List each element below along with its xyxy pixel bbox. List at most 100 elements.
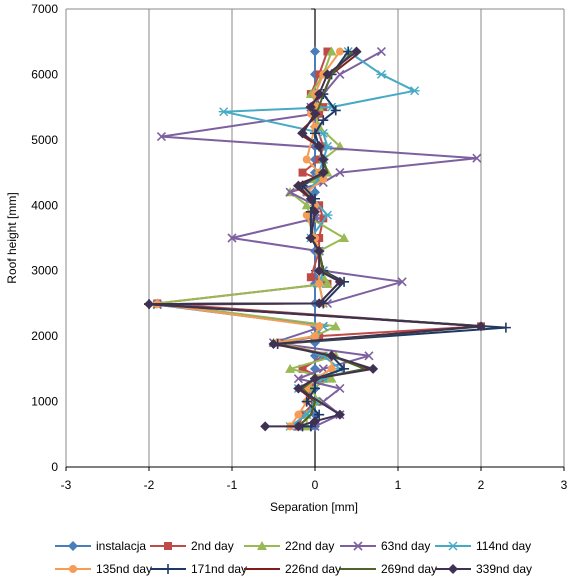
series-9 bbox=[144, 46, 486, 432]
legend-label: 226nd day bbox=[285, 562, 341, 576]
legend-label: instalacja bbox=[96, 539, 146, 553]
data-point bbox=[314, 265, 325, 276]
legend-label: 114nd day bbox=[476, 539, 531, 553]
legend-item: 171nd day bbox=[150, 562, 247, 576]
y-tick-label: 4000 bbox=[31, 198, 58, 212]
y-tick-label: 5000 bbox=[31, 133, 58, 147]
data-point bbox=[315, 70, 324, 79]
data-point bbox=[305, 233, 316, 243]
data-point bbox=[476, 321, 486, 332]
legend-item: 63nd day bbox=[340, 539, 430, 553]
data-point bbox=[322, 278, 333, 288]
series-4 bbox=[148, 47, 420, 431]
series-6 bbox=[144, 46, 511, 432]
legend-label: 171nd day bbox=[191, 562, 247, 576]
data-point bbox=[268, 338, 279, 349]
data-point bbox=[257, 541, 267, 550]
data-point bbox=[330, 321, 341, 331]
data-point bbox=[318, 397, 328, 407]
data-point bbox=[323, 47, 332, 56]
legend-label: 2nd day bbox=[191, 539, 234, 553]
data-point bbox=[472, 153, 482, 163]
data-point bbox=[330, 105, 341, 116]
data-point bbox=[322, 69, 333, 80]
x-tick-label: -3 bbox=[61, 478, 72, 492]
data-point bbox=[376, 46, 386, 57]
y-tick-label: 0 bbox=[51, 460, 58, 474]
data-point bbox=[339, 233, 350, 242]
data-point bbox=[260, 421, 271, 432]
data-point bbox=[364, 351, 374, 361]
data-point bbox=[327, 364, 336, 373]
tick-labels: -3 -2 -1 0 1 2 3 0 1000 2000 3000 4000 5000 6000 7000 bbox=[31, 2, 567, 492]
data-point bbox=[315, 234, 324, 242]
data-point bbox=[318, 167, 329, 178]
data-point bbox=[305, 193, 316, 204]
data-point bbox=[326, 46, 337, 56]
data-point bbox=[314, 246, 325, 257]
data-point bbox=[293, 421, 304, 432]
data-point bbox=[319, 175, 328, 184]
data-point bbox=[448, 564, 458, 574]
x-tick-label: 2 bbox=[478, 478, 485, 492]
x-tick-label: -2 bbox=[144, 478, 155, 492]
data-point bbox=[297, 128, 308, 139]
x-tick-label: 1 bbox=[395, 478, 402, 492]
legend-item: 339nd day bbox=[435, 562, 532, 576]
data-point bbox=[335, 47, 344, 56]
data-point bbox=[326, 373, 337, 383]
data-point bbox=[302, 155, 311, 164]
data-point bbox=[448, 541, 458, 551]
data-point bbox=[164, 542, 172, 550]
data-point bbox=[293, 374, 303, 384]
data-point bbox=[315, 322, 324, 331]
data-point bbox=[227, 233, 237, 243]
data-point bbox=[310, 373, 320, 384]
data-point bbox=[318, 154, 329, 165]
data-point bbox=[293, 383, 304, 394]
data-point bbox=[326, 350, 337, 361]
legend-item: 114nd day bbox=[435, 539, 531, 553]
data-point bbox=[301, 200, 312, 210]
legend-item: 22nd day bbox=[244, 539, 334, 553]
x-tick-label: -1 bbox=[227, 478, 238, 492]
data-point bbox=[334, 276, 345, 287]
legend: instalacja 2nd day 22nd day 63nd day 114nd d… bbox=[55, 539, 532, 576]
x-tick-label: 3 bbox=[561, 478, 568, 492]
data-point bbox=[397, 277, 407, 287]
legend-item: 135nd day bbox=[55, 562, 152, 576]
legend-item: instalacja bbox=[55, 539, 146, 553]
y-tick-label: 7000 bbox=[31, 2, 58, 16]
legend-label: 63nd day bbox=[381, 539, 430, 553]
data-point bbox=[376, 69, 387, 79]
data-point bbox=[285, 363, 296, 373]
data-point bbox=[69, 565, 77, 573]
data-point bbox=[218, 107, 229, 117]
data-point bbox=[310, 416, 320, 427]
data-point bbox=[156, 132, 167, 142]
y-axis-title: Roof height [mm] bbox=[5, 192, 19, 283]
legend-item: 2nd day bbox=[150, 539, 234, 553]
data-point bbox=[322, 210, 333, 220]
data-point bbox=[409, 86, 420, 96]
data-point bbox=[305, 102, 316, 113]
data-point bbox=[314, 298, 325, 309]
legend-item: 269nd day bbox=[340, 562, 437, 576]
y-tick-label: 2000 bbox=[31, 329, 58, 343]
x-axis-title: Separation [mm] bbox=[270, 500, 358, 514]
data-point bbox=[298, 168, 307, 177]
data-point bbox=[301, 396, 312, 407]
data-point bbox=[353, 541, 363, 551]
data-point bbox=[310, 108, 320, 119]
data-point bbox=[311, 332, 319, 341]
data-point bbox=[335, 383, 345, 394]
data-point bbox=[285, 187, 295, 197]
data-point bbox=[310, 383, 320, 394]
data-point bbox=[318, 115, 329, 126]
data-point bbox=[310, 213, 320, 223]
legend-label: 135nd day bbox=[96, 562, 152, 576]
data-point bbox=[500, 322, 511, 333]
data-point bbox=[351, 46, 362, 57]
y-tick-label: 1000 bbox=[31, 395, 58, 409]
